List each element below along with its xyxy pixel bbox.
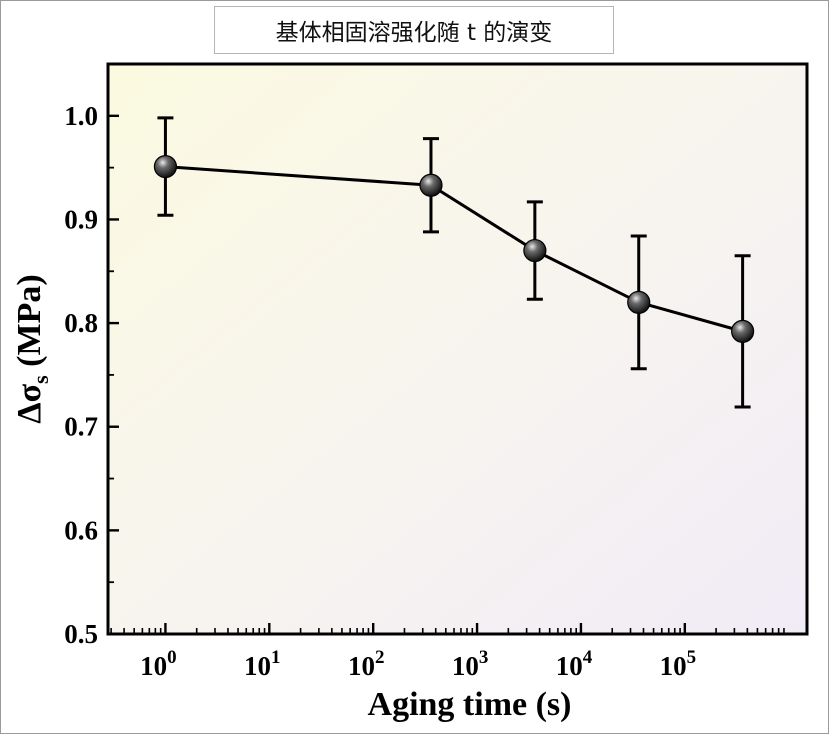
y-tick-label: 0.5 (64, 619, 98, 649)
data-point (523, 238, 547, 263)
x-tick-label: 100 (140, 647, 177, 681)
y-tick-label: 0.6 (64, 515, 98, 545)
x-tick-label: 104 (556, 647, 593, 681)
data-point (419, 173, 443, 197)
y-tick-label: 0.9 (64, 204, 98, 234)
x-tick-label: 103 (452, 647, 489, 681)
axis-ticks (108, 114, 687, 636)
x-tick-label: 105 (660, 647, 697, 681)
data-point (153, 155, 178, 179)
y-tick-label: 0.7 (64, 412, 98, 442)
chart-title: 基体相固溶强化随 t 的演变 (214, 6, 614, 54)
x-tick-label: 102 (348, 647, 385, 681)
data-point (731, 319, 755, 343)
series-layer (153, 116, 755, 409)
x-tick-label: 101 (244, 647, 281, 681)
y-axis-label: Δσs (MPa) (11, 274, 53, 423)
y-tick-label: 0.8 (64, 308, 98, 338)
plot-border (106, 62, 809, 636)
x-axis-label: Aging time (s) (368, 686, 572, 723)
tick-labels: 100 101 102 103 104 105 0.5 0.6 0.7 0.8 0.9 1.0 (64, 101, 696, 681)
y-tick-label: 1.0 (64, 101, 98, 131)
data-point (627, 290, 651, 314)
plot-area (108, 64, 807, 634)
